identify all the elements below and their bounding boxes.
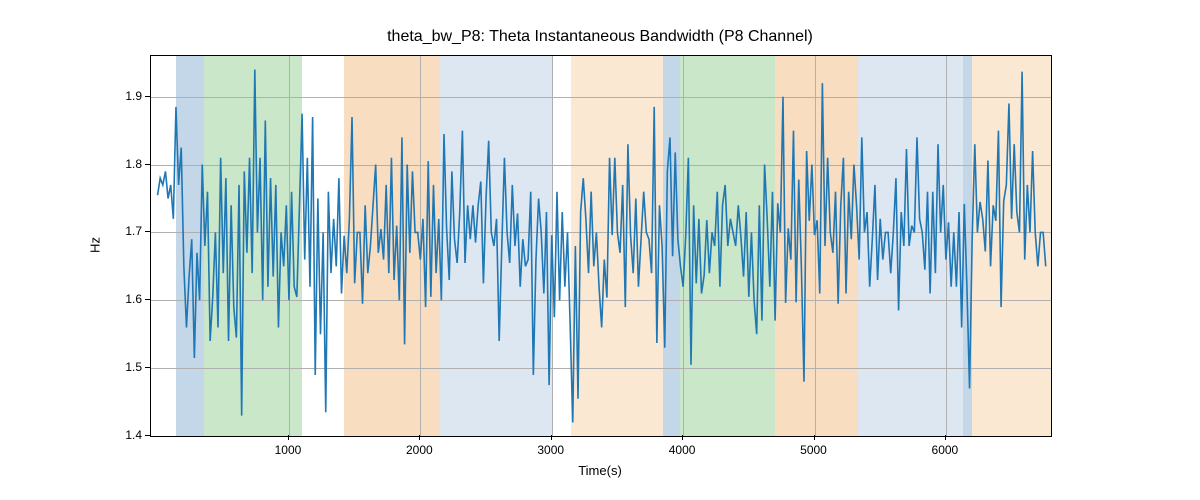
figure: theta_bw_P8: Theta Instantaneous Bandwid… bbox=[0, 0, 1200, 500]
y-tick-label: 1.7 bbox=[114, 224, 142, 238]
plot-area bbox=[150, 55, 1052, 437]
y-tick bbox=[145, 231, 150, 232]
y-tick-label: 1.4 bbox=[114, 428, 142, 442]
x-tick-label: 3000 bbox=[537, 443, 564, 457]
x-tick-label: 2000 bbox=[406, 443, 433, 457]
x-tick-label: 5000 bbox=[800, 443, 827, 457]
y-tick bbox=[145, 367, 150, 368]
x-tick bbox=[814, 435, 815, 440]
x-tick bbox=[419, 435, 420, 440]
x-tick-label: 1000 bbox=[275, 443, 302, 457]
y-tick bbox=[145, 435, 150, 436]
gridline-horizontal bbox=[151, 436, 1051, 437]
x-tick-label: 4000 bbox=[669, 443, 696, 457]
x-tick-label: 6000 bbox=[932, 443, 959, 457]
y-tick-label: 1.9 bbox=[114, 89, 142, 103]
x-tick bbox=[945, 435, 946, 440]
y-tick bbox=[145, 299, 150, 300]
x-tick bbox=[551, 435, 552, 440]
y-tick bbox=[145, 96, 150, 97]
y-tick-label: 1.5 bbox=[114, 360, 142, 374]
x-axis-label: Time(s) bbox=[578, 463, 622, 478]
y-tick-label: 1.6 bbox=[114, 292, 142, 306]
y-axis-label: Hz bbox=[88, 237, 103, 253]
chart-title: theta_bw_P8: Theta Instantaneous Bandwid… bbox=[0, 28, 1200, 46]
x-tick bbox=[288, 435, 289, 440]
signal-line bbox=[151, 56, 1051, 436]
y-tick bbox=[145, 164, 150, 165]
y-tick-label: 1.8 bbox=[114, 157, 142, 171]
x-tick bbox=[682, 435, 683, 440]
